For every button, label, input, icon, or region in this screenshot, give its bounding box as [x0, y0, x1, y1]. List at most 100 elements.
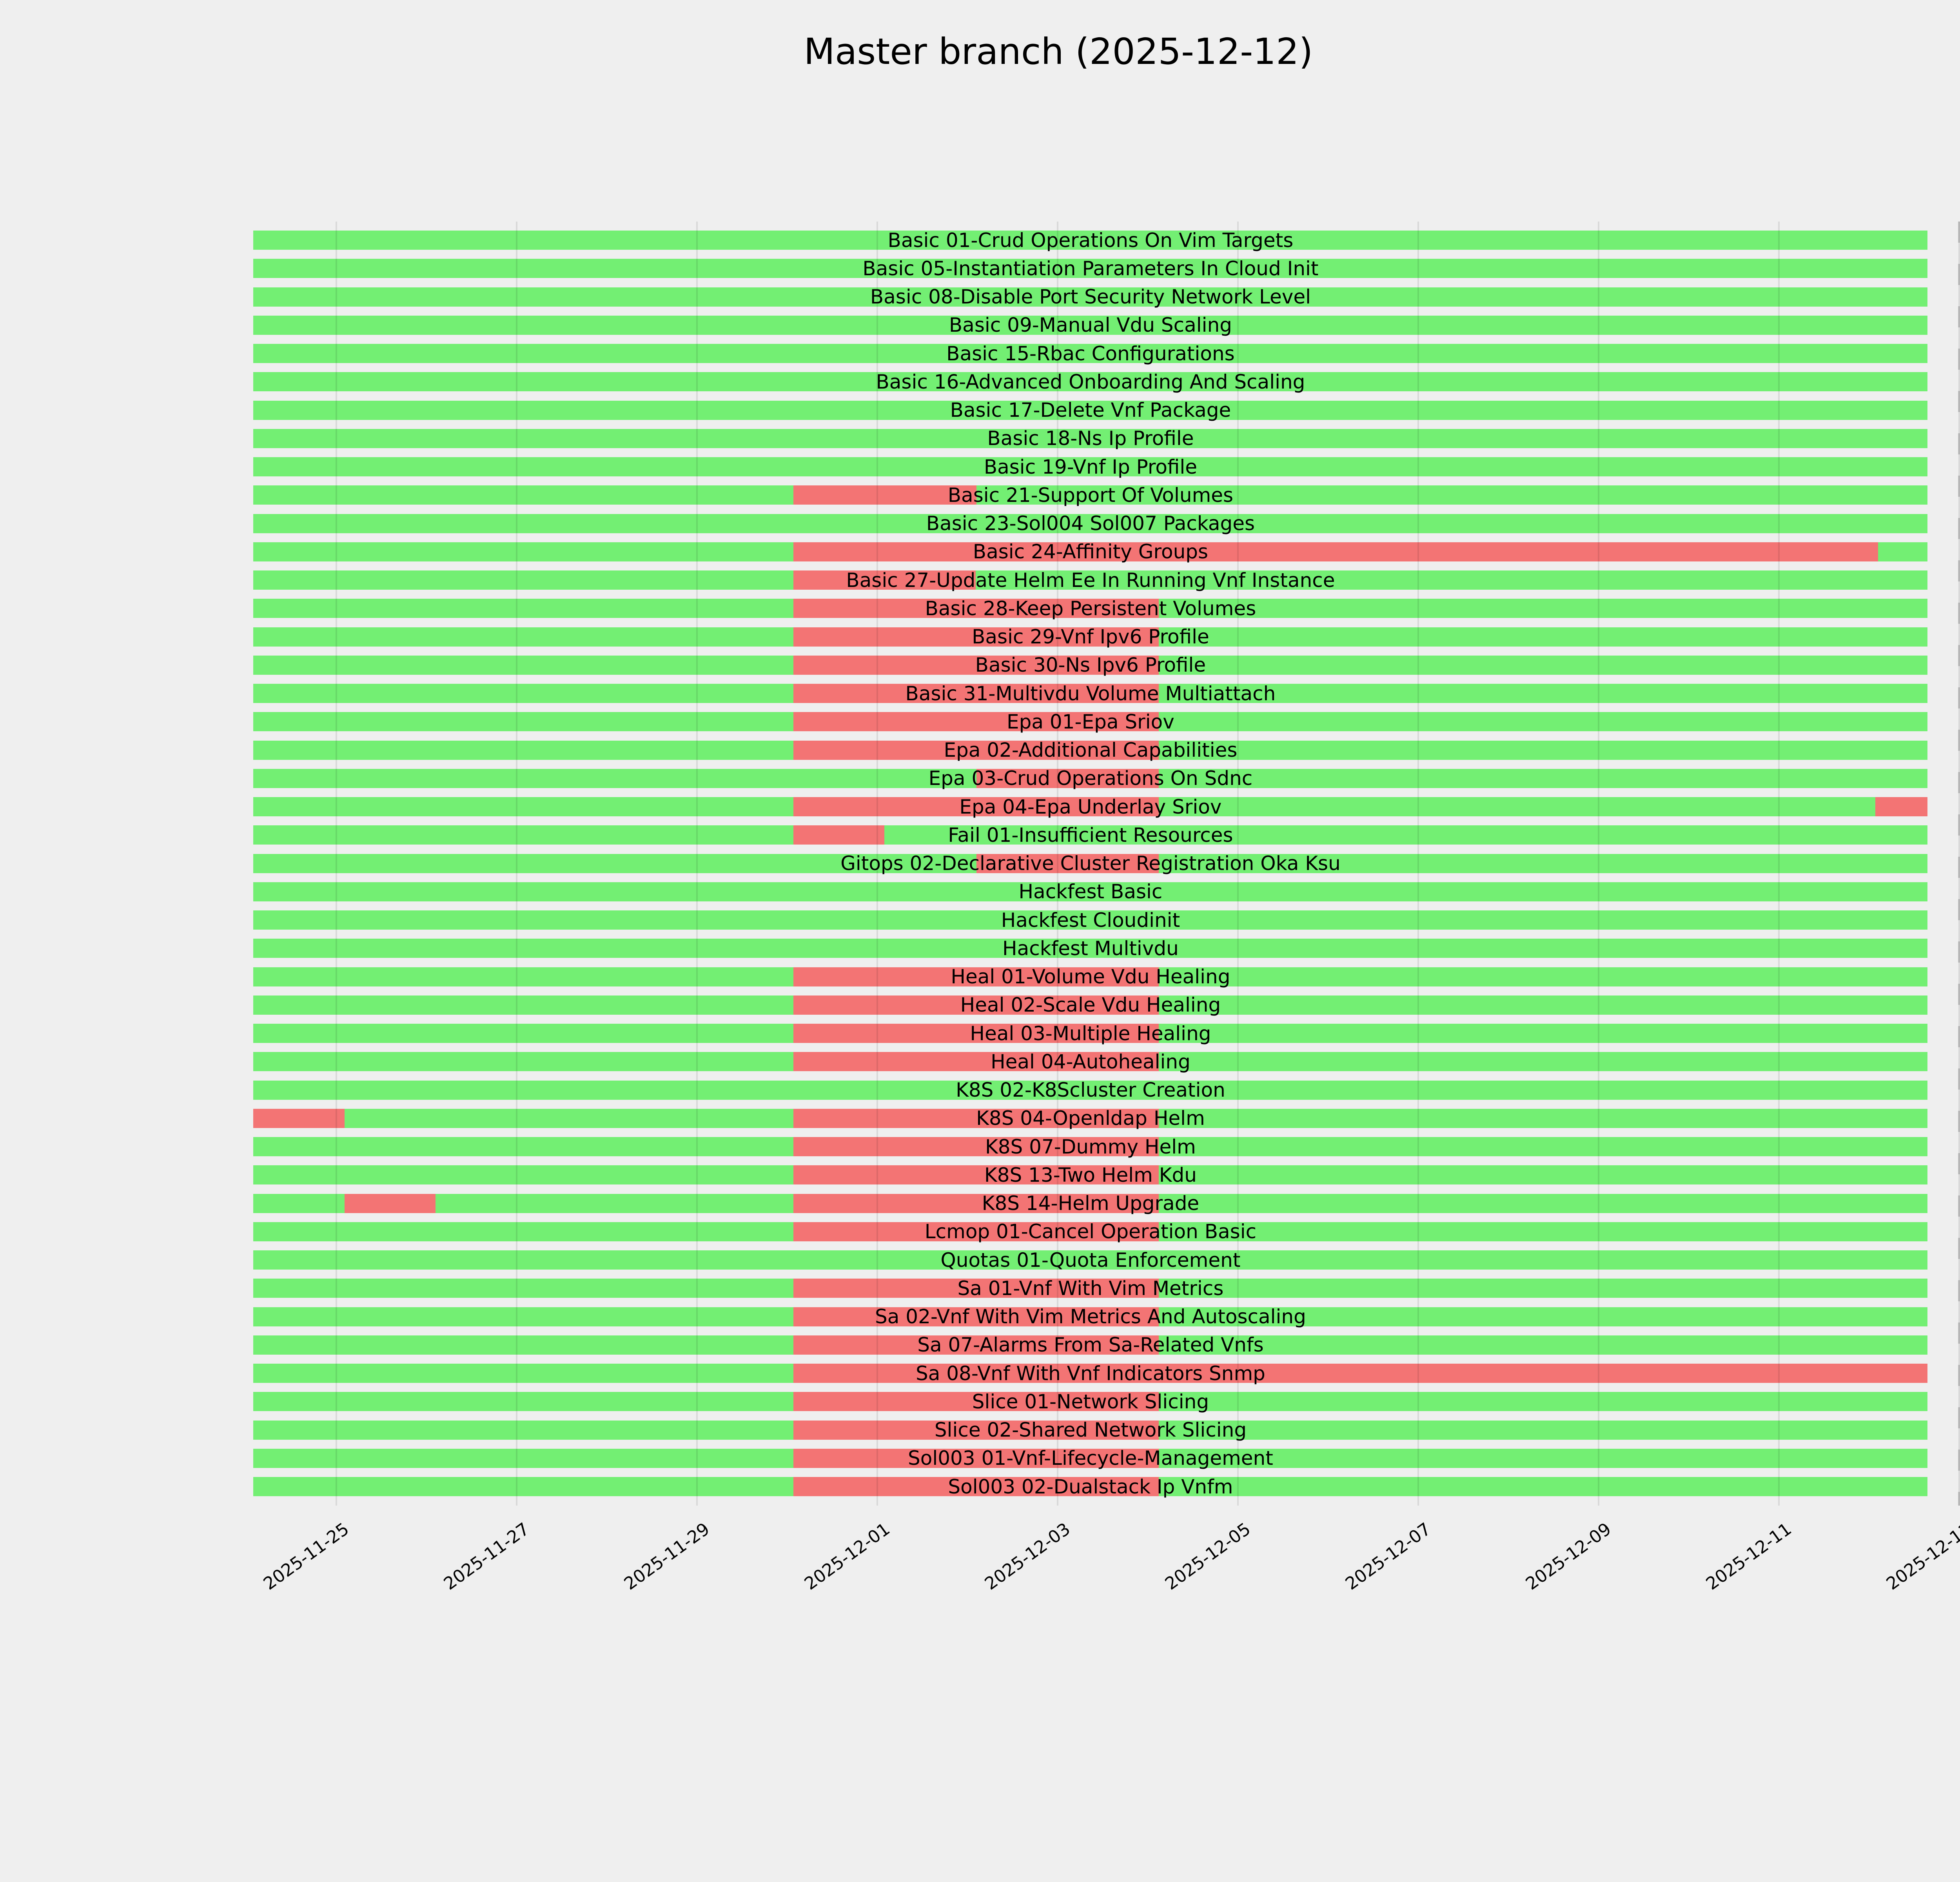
x-gridline	[1057, 222, 1058, 1506]
test-row-fail-segment	[793, 684, 1159, 703]
test-row-fail-segment	[976, 854, 1159, 873]
test-row-fail-segment	[793, 570, 976, 590]
x-gridline	[516, 222, 517, 1506]
test-row-label: Gitops 02-Declarative Cluster Registrati…	[840, 852, 1341, 875]
x-tick-label: 2025-11-25	[260, 1519, 353, 1594]
x-tick-label: 2025-12-01	[801, 1519, 894, 1594]
x-tick-label: 2025-12-07	[1342, 1519, 1435, 1594]
test-row-pass-bar	[253, 485, 1928, 505]
test-row-fail-segment	[793, 1052, 1159, 1072]
test-row-fail-segment	[793, 599, 1159, 618]
test-row-pass-bar	[253, 259, 1928, 278]
test-row-pass-bar	[253, 825, 1928, 845]
test-row-label: Basic 05-Instantiation Parameters In Clo…	[862, 257, 1319, 280]
test-row-fail-segment	[793, 1222, 1159, 1241]
x-gridline	[336, 222, 337, 1506]
test-row-fail-segment	[793, 995, 1159, 1015]
test-row-label: Sa 07-Alarms From Sa-Related Vnfs	[917, 1333, 1264, 1357]
x-gridline	[1598, 222, 1599, 1506]
test-row-label: Basic 16-Advanced Onboarding And Scaling	[876, 370, 1305, 393]
x-gridline	[1417, 222, 1419, 1506]
x-tick-label: 2025-12-03	[981, 1519, 1074, 1594]
test-row-pass-bar	[253, 315, 1928, 335]
test-row-label: K8S 04-Openldap Helm	[976, 1107, 1205, 1130]
test-row-pass-bar	[253, 231, 1928, 250]
test-row-label: Basic 27-Update Helm Ee In Running Vnf I…	[846, 569, 1335, 592]
test-row-label: Basic 21-Support Of Volumes	[947, 483, 1234, 507]
test-row-pass-bar	[253, 400, 1928, 420]
test-row-fail-segment	[793, 1108, 1159, 1128]
test-row-label: Basic 15-Rbac Configurations	[946, 342, 1235, 365]
test-row-pass-bar	[253, 372, 1928, 392]
test-row-fail-segment	[793, 1137, 1159, 1156]
test-row-label: Basic 30-Ns Ipv6 Profile	[975, 654, 1206, 677]
x-gridline	[696, 222, 698, 1506]
test-row-label: Quotas 01-Quota Enforcement	[940, 1248, 1241, 1272]
test-row-pass-bar	[253, 939, 1928, 958]
test-row-fail-segment	[793, 485, 976, 505]
test-row-label: Basic 23-Sol004 Sol007 Packages	[926, 512, 1255, 535]
test-row-label: K8S 14-Helm Upgrade	[982, 1192, 1200, 1215]
test-row-label: Heal 03-Multiple Healing	[970, 1022, 1211, 1045]
test-row-fail-segment	[976, 768, 1159, 788]
test-row-label: Slice 01-Network Slicing	[972, 1390, 1209, 1413]
test-row-label: Basic 29-Vnf Ipv6 Profile	[972, 625, 1209, 648]
chart-title: Master branch (2025-12-12)	[804, 31, 1313, 73]
test-row-pass-bar	[253, 344, 1928, 363]
test-row-fail-segment	[253, 1108, 345, 1128]
test-row-label: Hackfest Cloudinit	[1001, 908, 1180, 932]
test-row-label: Fail 01-Insufficient Resources	[948, 823, 1233, 847]
test-row-pass-bar	[253, 514, 1928, 533]
test-row-fail-segment	[344, 1194, 436, 1213]
test-row-pass-bar	[253, 457, 1928, 476]
now-dashed-line	[1958, 222, 1960, 1506]
test-row-label: Basic 28-Keep Persistent Volumes	[925, 597, 1256, 620]
test-row-pass-bar	[253, 429, 1928, 448]
test-row-fail-segment	[793, 967, 1159, 986]
x-tick-label: 2025-12-09	[1522, 1519, 1615, 1594]
test-row-label: Epa 03-Crud Operations On Sdnc	[928, 767, 1253, 790]
x-tick-label: 2025-12-11	[1702, 1519, 1795, 1594]
test-row-fail-segment	[1875, 797, 1928, 816]
test-row-pass-bar	[253, 1080, 1928, 1100]
test-row-label: Sol003 02-Dualstack Ip Vnfm	[948, 1475, 1233, 1498]
test-row-fail-segment	[793, 542, 1878, 561]
test-row-fail-segment	[793, 740, 1159, 760]
x-tick-label: 2025-11-29	[621, 1519, 713, 1594]
test-row-label: Sa 01-Vnf With Vim Metrics	[957, 1277, 1224, 1300]
test-row-label: Hackfest Basic	[1018, 880, 1163, 903]
test-row-fail-segment	[793, 655, 1159, 675]
test-row-fail-segment	[793, 1477, 1159, 1496]
test-row-fail-segment	[793, 1165, 1159, 1185]
test-row-label: Basic 17-Delete Vnf Package	[950, 399, 1231, 421]
test-row-fail-segment	[793, 1392, 1159, 1412]
test-row-fail-segment	[793, 1024, 1159, 1043]
x-tick-label: 2025-12-13	[1883, 1519, 1960, 1594]
x-gridline	[1958, 222, 1960, 1506]
test-row-label: Basic 08-Disable Port Security Network L…	[870, 285, 1311, 308]
test-row-label: Epa 01-Epa Sriov	[1007, 710, 1174, 733]
test-row-label: Hackfest Multivdu	[1002, 937, 1179, 960]
test-row-fail-segment	[793, 1335, 1159, 1355]
test-row-label: Basic 01-Crud Operations On Vim Targets	[887, 229, 1294, 252]
test-row-pass-bar	[253, 287, 1928, 307]
test-row-label: Basic 18-Ns Ip Profile	[987, 427, 1194, 450]
test-row-label: Slice 02-Shared Network Slicing	[934, 1419, 1247, 1441]
test-row-fail-segment	[793, 1194, 1159, 1213]
test-row-label: Sol003 01-Vnf-Lifecycle-Management	[908, 1447, 1273, 1470]
test-row-label: Sa 08-Vnf With Vnf Indicators Snmp	[915, 1362, 1265, 1385]
test-row-label: Basic 19-Vnf Ip Profile	[984, 455, 1198, 478]
x-tick-label: 2025-11-27	[440, 1519, 533, 1594]
test-row-fail-segment	[793, 1420, 1159, 1440]
x-tick-label: 2025-12-05	[1161, 1519, 1254, 1594]
test-row-label: K8S 02-K8Scluster Creation	[956, 1079, 1225, 1101]
test-row-fail-segment	[793, 797, 1159, 816]
test-row-label: Sa 02-Vnf With Vim Metrics And Autoscali…	[875, 1305, 1306, 1328]
test-row-pass-bar	[253, 910, 1928, 930]
test-row-pass-bar	[253, 882, 1928, 901]
test-row-label: Heal 01-Volume Vdu Healing	[951, 965, 1230, 988]
test-row-label: Heal 02-Scale Vdu Healing	[960, 994, 1221, 1017]
test-row-label: Epa 04-Epa Underlay Sriov	[959, 795, 1222, 818]
